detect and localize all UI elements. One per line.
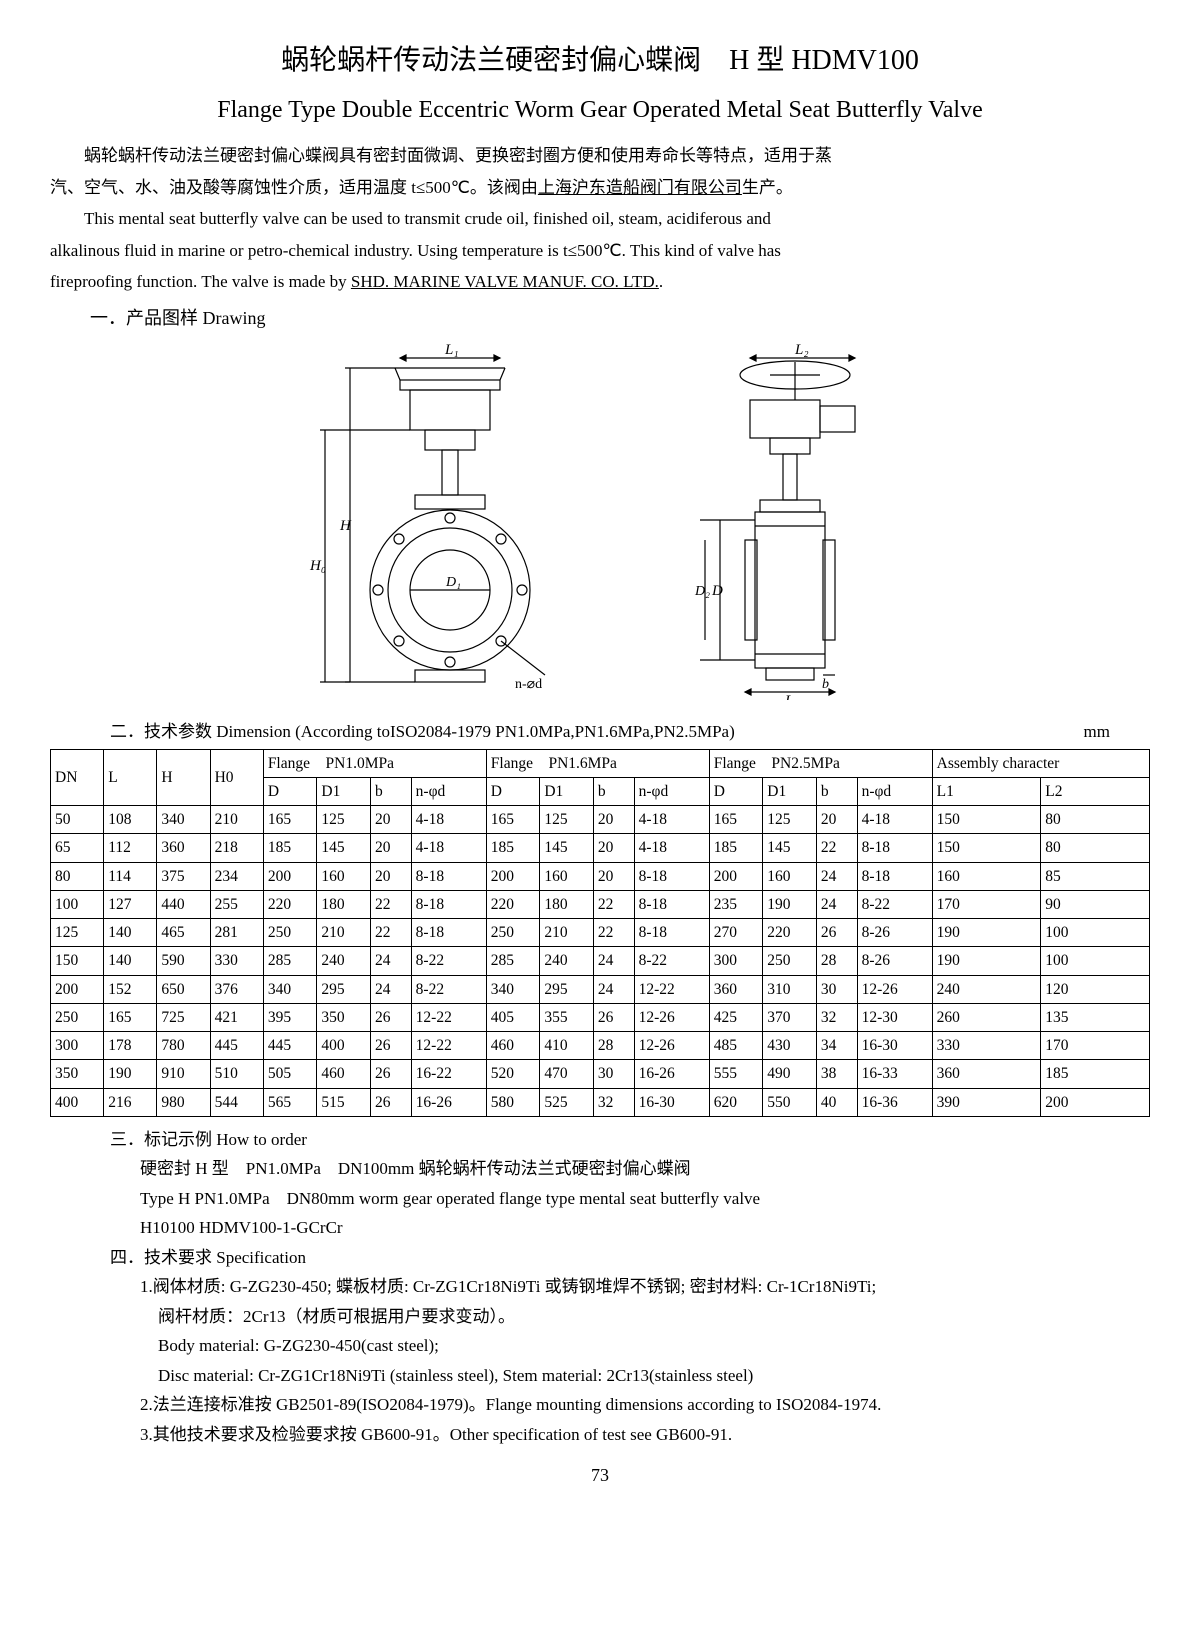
table-row: 65112360218185145204-18185145204-1818514… xyxy=(51,834,1150,862)
intro-en-line2: alkalinous fluid in marine or petro-chem… xyxy=(50,238,1150,264)
intro-block: 蜗轮蜗杆传动法兰硬密封偏心蝶阀具有密封面微调、更换密封圈方便和使用寿命长等特点，… xyxy=(50,143,1150,295)
technical-drawing: L₁ H H₀ D₁ n-⌀d xyxy=(50,340,1150,708)
dimension-table: DN L H H0 Flange PN1.0MPa Flange PN1.6MP… xyxy=(50,749,1150,1117)
intro-en-line1: This mental seat butterfly valve can be … xyxy=(50,206,1150,232)
svg-text:L₂: L₂ xyxy=(794,342,809,358)
order-example-en: Type H PN1.0MPa DN80mm worm gear operate… xyxy=(140,1186,1150,1212)
table-row: 4002169805445655152616-265805253216-3062… xyxy=(51,1088,1150,1116)
svg-text:L₁: L₁ xyxy=(444,342,459,358)
title-chinese: 蜗轮蜗杆传动法兰硬密封偏心蝶阀 H 型 HDMV100 xyxy=(50,40,1150,82)
intro-en-line3: fireproofing function. The valve is made… xyxy=(50,269,1150,295)
table-row: 125140465281250210228-18250210228-182702… xyxy=(51,919,1150,947)
title-english: Flange Type Double Eccentric Worm Gear O… xyxy=(50,92,1150,128)
section-4-label: 四．技术要求 Specification xyxy=(110,1245,1150,1271)
table-row: 150140590330285240248-22285240248-223002… xyxy=(51,947,1150,975)
svg-text:D: D xyxy=(711,583,723,599)
page-number: 73 xyxy=(50,1462,1150,1489)
dimension-caption: 二．技术参数 Dimension (According toISO2084-19… xyxy=(110,719,1150,745)
table-row: 3501909105105054602616-225204703016-2655… xyxy=(51,1060,1150,1088)
section-drawing-label: 一．产品图样 Drawing xyxy=(90,305,1150,332)
order-example-cn: 硬密封 H 型 PN1.0MPa DN100mm 蜗轮蜗杆传动法兰式硬密封偏心蝶… xyxy=(140,1156,1150,1182)
svg-text:n-⌀d: n-⌀d xyxy=(515,677,542,692)
order-code: H10100 HDMV100-1-GCrCr xyxy=(140,1215,1150,1241)
svg-text:D₁: D₁ xyxy=(445,575,461,590)
spec-2: 2.法兰连接标准按 GB2501-89(ISO2084-1979)。Flange… xyxy=(140,1392,1150,1418)
intro-cn-line2: 汽、空气、水、油及酸等腐蚀性介质，适用温度 t≤500℃。该阀由上海沪东造船阀门… xyxy=(50,175,1150,201)
table-row: 50108340210165125204-18165125204-1816512… xyxy=(51,806,1150,834)
table-row: 2501657254213953502612-224053552612-2642… xyxy=(51,1003,1150,1031)
svg-text:H₀: H₀ xyxy=(309,558,326,574)
table-row: 200152650376340295248-223402952412-22360… xyxy=(51,975,1150,1003)
spec-body: Body material: G-ZG230-450(cast steel); xyxy=(158,1333,1150,1359)
notes-block: 三．标记示例 How to order 硬密封 H 型 PN1.0MPa DN1… xyxy=(50,1127,1150,1448)
spec-1a: 1.阀体材质: G-ZG230-450; 蝶板材质: Cr-ZG1Cr18Ni9… xyxy=(140,1274,1150,1300)
spec-disc: Disc material: Cr-ZG1Cr18Ni9Ti (stainles… xyxy=(158,1363,1150,1389)
intro-cn-line1: 蜗轮蜗杆传动法兰硬密封偏心蝶阀具有密封面微调、更换密封圈方便和使用寿命长等特点，… xyxy=(50,143,1150,169)
svg-text:b: b xyxy=(822,677,829,692)
svg-text:H: H xyxy=(339,518,352,534)
table-row: 100127440255220180228-18220180228-182351… xyxy=(51,890,1150,918)
spec-1b: 阀杆材质：2Cr13（材质可根据用户要求变动）。 xyxy=(158,1304,1150,1330)
section-3-label: 三．标记示例 How to order xyxy=(110,1127,1150,1153)
svg-text:D₂: D₂ xyxy=(694,584,710,599)
table-header-1: DN L H H0 Flange PN1.0MPa Flange PN1.6MP… xyxy=(51,749,1150,777)
table-row: 80114375234200160208-18200160208-1820016… xyxy=(51,862,1150,890)
spec-3: 3.其他技术要求及检验要求按 GB600-91。Other specificat… xyxy=(140,1422,1150,1448)
table-row: 3001787804454454002612-224604102812-2648… xyxy=(51,1032,1150,1060)
svg-text:L: L xyxy=(784,693,793,700)
